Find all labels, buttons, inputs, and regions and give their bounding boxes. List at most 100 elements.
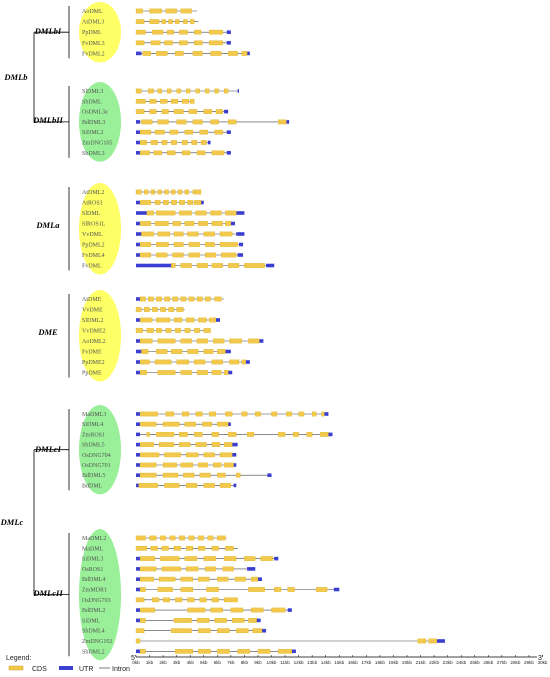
cds-exon-block <box>210 210 222 216</box>
utr-5-block <box>136 567 141 571</box>
cds-exon-block <box>316 587 328 592</box>
gene-row: BdDML <box>82 483 237 489</box>
cds-exon-block <box>176 119 187 125</box>
gene-name-label: VvDME <box>82 308 103 314</box>
cds-exon-block <box>194 359 206 365</box>
cds-exon-block <box>217 349 226 354</box>
cds-exon-block <box>219 242 238 247</box>
cds-exon-block <box>274 587 282 592</box>
utr-3-block <box>226 41 231 45</box>
cds-exon-block <box>135 40 145 46</box>
gene-name-label: FvDML4 <box>82 253 105 259</box>
legend-cds-label: CDS <box>32 666 47 673</box>
gene-name-label: AoDML <box>82 9 103 15</box>
cds-exon-block <box>161 545 169 551</box>
cds-exon-block <box>180 296 187 302</box>
cds-exon-block <box>179 200 185 205</box>
cds-exon-block <box>223 442 233 447</box>
scale-tick-label: 6kb <box>214 660 222 665</box>
cds-exon-block <box>139 556 156 561</box>
cds-exon-block <box>210 607 223 613</box>
cds-exon-block <box>248 618 257 623</box>
scale-tick-label: 26kb <box>483 660 493 665</box>
utr-3-block <box>266 263 275 268</box>
cds-exon-block <box>139 566 157 572</box>
cds-exon-block <box>278 432 286 437</box>
scale-tick-label: 19kb <box>388 660 398 665</box>
cds-exon-block <box>154 359 172 365</box>
cds-exon-block <box>255 411 261 417</box>
group-highlight-dmlbii <box>79 82 121 162</box>
cds-exon-block <box>181 98 189 104</box>
cds-exon-block <box>148 296 154 302</box>
cds-exon-block <box>135 109 145 114</box>
utr-3-block <box>215 318 221 322</box>
cds-exon-block <box>152 307 158 312</box>
cds-exon-block <box>213 338 225 344</box>
cds-exon-block <box>164 189 169 195</box>
cds-exon-block <box>228 51 238 56</box>
cds-exon-block <box>161 140 168 145</box>
gene-name-label: SlDML2 <box>82 318 103 324</box>
scale-axis: 5' 3' 0kb 1kb 2kb 3kb 4kb 5kb 6kb 7kb 8kb 9kb 10kb… <box>131 655 548 665</box>
cds-exon-block <box>217 472 226 478</box>
cds-exon-block <box>236 628 249 634</box>
scale-tick-label: 24kb <box>456 660 466 665</box>
subgroup-label-dmlbii: DMLbII <box>32 115 63 125</box>
scale-tick-label: 25kb <box>470 660 480 665</box>
cds-exon-block <box>171 189 176 195</box>
scale-tick-label: 4kb <box>186 660 194 665</box>
utr-5-block <box>136 349 142 354</box>
cds-exon-block <box>135 8 143 14</box>
cds-exon-block <box>229 359 240 365</box>
cds-exon-block <box>188 242 200 247</box>
scale-tick-label: 12kb <box>294 660 304 665</box>
classification-tree: DMLbI DMLbII DMLa DME DMLcI DMLcII DMLb DMLc <box>0 6 70 657</box>
gene-row: ZmDNG105 <box>82 140 211 147</box>
utr-3-block <box>238 242 244 247</box>
cds-exon-block <box>138 483 158 488</box>
group-highlight-dmlbi <box>79 2 121 63</box>
cds-exon-block <box>214 88 219 94</box>
cds-exon-block <box>156 296 162 302</box>
cds-exon-block <box>173 545 181 551</box>
cds-exon-block <box>229 338 242 344</box>
cds-exon-block <box>203 483 215 488</box>
cds-exon-block <box>200 140 207 145</box>
cds-exon-block <box>194 29 202 35</box>
gene-name-label: PpDME2 <box>82 360 105 366</box>
cds-exon-block <box>161 19 166 24</box>
cds-exon-block <box>203 231 215 237</box>
cds-exon-block <box>139 221 152 226</box>
cds-exon-block <box>160 535 166 541</box>
cds-exon-block <box>179 442 191 447</box>
gene-name-label: FvDML3 <box>82 41 105 47</box>
utr-5-block <box>136 51 142 56</box>
cds-exon-block <box>175 648 194 654</box>
gene-name-label: BdDML2 <box>82 608 105 614</box>
cds-exon-block <box>271 411 278 417</box>
cds-exon-block <box>228 119 237 125</box>
cds-exon-block <box>165 8 177 14</box>
cds-exon-block <box>217 535 226 541</box>
cds-exon-block <box>223 556 237 561</box>
cds-exon-block <box>230 607 244 613</box>
gene-row: BdDML3 <box>82 119 290 126</box>
cds-exon-block <box>141 231 154 237</box>
utr-3-block <box>291 649 296 654</box>
gene-name-label: SiDML2 <box>82 130 103 136</box>
cds-exon-block <box>149 535 157 541</box>
gene-name-label: PpDME <box>82 371 102 377</box>
cds-exon-block <box>176 88 181 94</box>
subgroup-label-dmlbi: DMLbI <box>34 26 62 36</box>
cds-exon-block <box>171 628 192 634</box>
utr-3-block <box>257 577 263 581</box>
gene-row: SbDML2 <box>82 648 296 655</box>
cds-exon-block <box>139 587 146 592</box>
cds-exon-block <box>156 349 168 354</box>
cds-exon-block <box>251 607 264 613</box>
cds-exon-block <box>204 252 217 258</box>
gene-name-label: SbDML3 <box>82 151 105 157</box>
cds-exon-block <box>177 189 183 195</box>
group-highlight-dmlci <box>79 405 121 495</box>
